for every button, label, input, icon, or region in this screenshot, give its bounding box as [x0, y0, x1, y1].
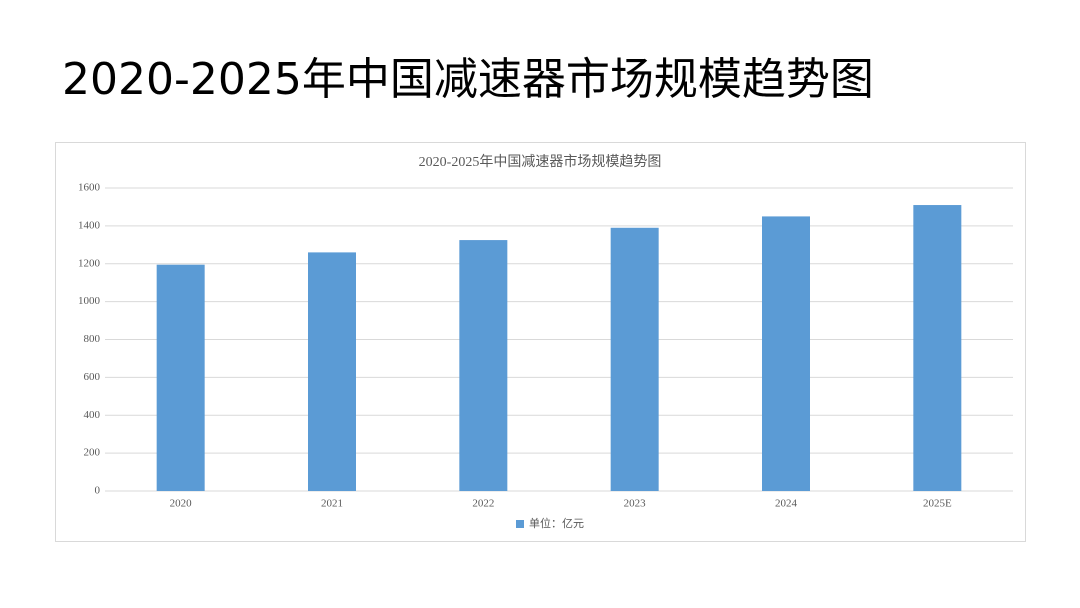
x-tick-label: 2022 [472, 498, 494, 510]
bar [459, 240, 508, 491]
y-tick-label: 0 [95, 485, 101, 497]
chart-title: 2020-2025年中国减速器市场规模趋势图 [419, 153, 662, 170]
y-tick-label: 800 [84, 333, 101, 345]
bar [762, 216, 810, 491]
y-tick-label: 1400 [78, 219, 101, 231]
legend-swatch [516, 520, 524, 528]
bar [308, 252, 356, 491]
x-tick-label: 2020 [170, 498, 193, 510]
y-tick-label: 1600 [78, 182, 101, 194]
bar [610, 227, 659, 492]
y-tick-label: 1000 [78, 295, 101, 307]
x-tick-label: 2024 [775, 498, 798, 510]
bar [913, 205, 962, 491]
slide-title: 2020-2025年中国减速器市场规模趋势图 [62, 54, 874, 105]
y-tick-label: 400 [84, 409, 101, 421]
y-tick-label: 1200 [78, 257, 101, 269]
x-tick-label: 2025E [923, 498, 952, 510]
x-tick-label: 2021 [321, 498, 343, 510]
chart-frame [55, 142, 1026, 542]
x-tick-label: 2023 [624, 498, 647, 510]
legend-label: 单位：亿元 [529, 516, 584, 530]
bar [156, 264, 205, 491]
y-tick-label: 600 [84, 371, 101, 383]
y-tick-label: 200 [84, 447, 101, 459]
